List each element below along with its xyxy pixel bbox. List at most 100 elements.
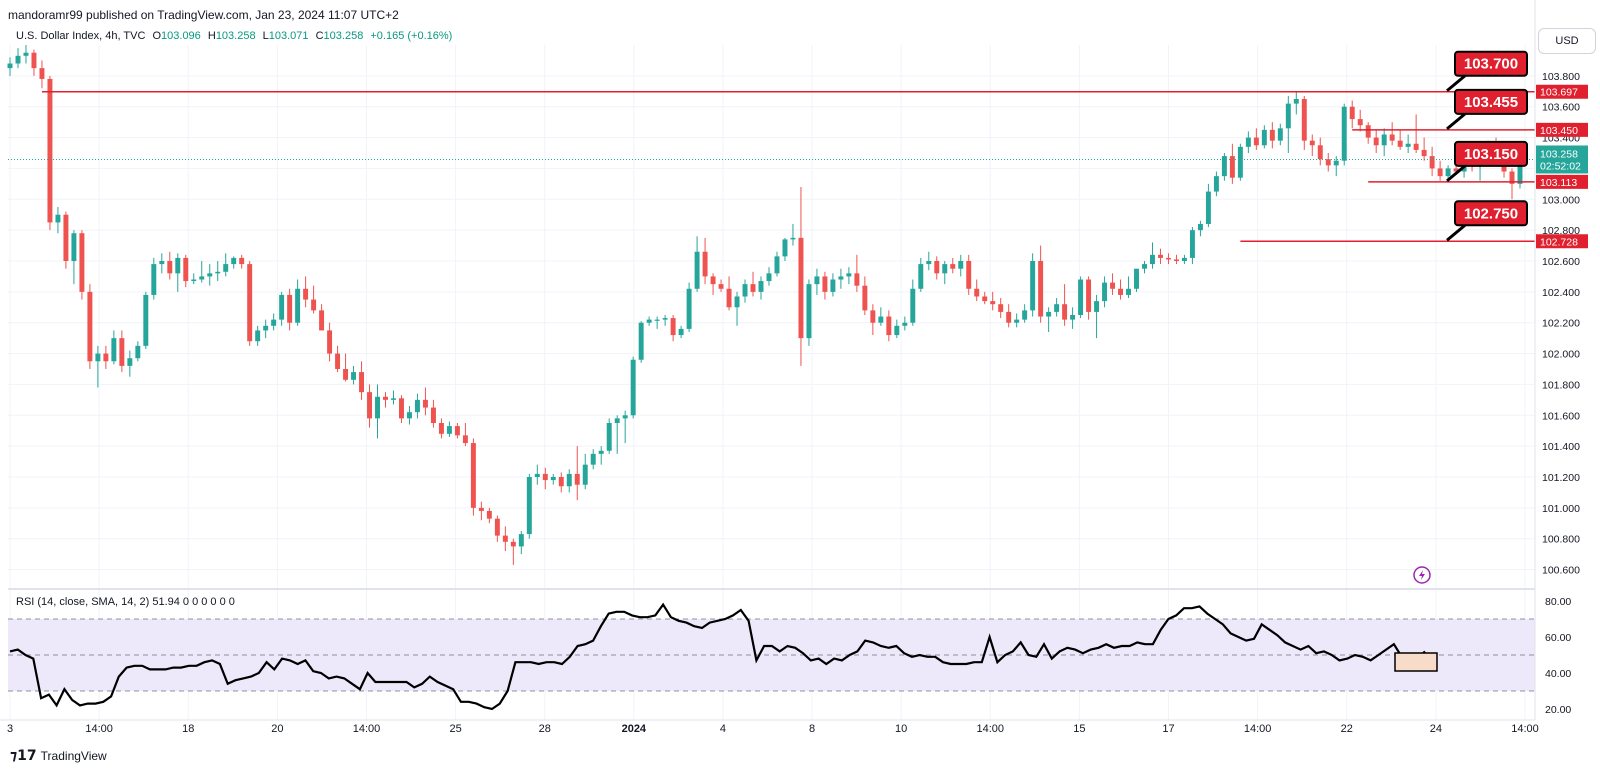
candle-body	[295, 288, 301, 323]
candle-up	[279, 291, 285, 326]
candle-up	[1213, 171, 1219, 197]
candle-body	[534, 473, 540, 477]
candle-body	[1405, 143, 1411, 147]
candle-up	[1054, 298, 1060, 317]
rsi-legend[interactable]: RSI (14, close, SMA, 14, 2) 51.94 0 0 0 …	[16, 596, 235, 608]
candle-body	[406, 412, 412, 419]
countdown-text: 02:52:02	[1540, 160, 1581, 172]
time-tick-label: 17	[1162, 723, 1174, 735]
candle-body	[1014, 319, 1020, 323]
candle-body	[319, 310, 325, 331]
level-callouts: 103.700 103.455 103.150 102.750	[1446, 50, 1528, 242]
candle-down	[1413, 114, 1419, 153]
candle-body	[1437, 168, 1443, 177]
candle-body	[974, 288, 980, 297]
candle-body	[822, 276, 828, 292]
candle-up	[534, 464, 540, 485]
candle-down	[974, 279, 980, 302]
candle-body	[830, 279, 836, 292]
candle-up	[926, 251, 932, 271]
candle-up	[1381, 128, 1387, 157]
candle-up	[566, 469, 572, 493]
candle-body	[686, 288, 692, 329]
candle-up	[590, 449, 596, 470]
candle-up	[1094, 294, 1100, 339]
candle-up	[734, 291, 740, 326]
candle-up	[694, 236, 700, 292]
candle-down	[1229, 143, 1235, 184]
candle-up	[143, 291, 149, 349]
callout-pointer	[1446, 74, 1466, 92]
candle-body	[414, 399, 420, 413]
candle-up	[790, 223, 796, 246]
candle-body	[39, 68, 45, 79]
rsi-line	[9, 602, 1426, 711]
candle-body	[446, 426, 452, 434]
candle-down	[998, 298, 1004, 319]
candle-up	[127, 350, 133, 377]
candle-up	[614, 415, 620, 454]
candle-body	[846, 273, 852, 277]
candle-body	[1205, 191, 1211, 224]
candle-down	[343, 353, 349, 382]
time-tick-label: 2024	[622, 723, 647, 735]
candle-body	[55, 214, 61, 223]
candle-body	[1134, 268, 1139, 289]
candle-body	[678, 328, 684, 336]
level-price-tag-text: 103.450	[1540, 125, 1578, 137]
candle-up	[630, 356, 636, 419]
candle-up	[766, 267, 772, 286]
candle-up	[1030, 253, 1036, 317]
grid-lines	[8, 45, 1535, 720]
candle-up	[159, 253, 165, 274]
candle-up	[1189, 227, 1195, 265]
ohlc-close-label: C	[315, 30, 324, 42]
candle-up	[1142, 261, 1147, 274]
level-price-tag	[1536, 174, 1588, 189]
candle-body	[1429, 156, 1435, 169]
candle-up	[406, 406, 412, 425]
candle-body	[1213, 176, 1219, 192]
candle-down	[311, 285, 317, 314]
candle-down	[478, 501, 484, 521]
candle-body	[223, 264, 229, 272]
symbol-name[interactable]: U.S. Dollar Index, 4h, TVC	[16, 30, 146, 42]
candle-body	[343, 369, 349, 380]
candle-down	[1357, 109, 1363, 132]
candle-body	[782, 239, 788, 257]
price-tick-label: 102.000	[1542, 349, 1580, 361]
candle-down	[79, 230, 85, 300]
candles	[7, 45, 1523, 565]
candle-body	[670, 318, 676, 336]
candle-body	[910, 288, 916, 323]
candle-up	[1102, 276, 1108, 308]
candle-body	[191, 279, 197, 282]
candle-body	[1453, 168, 1459, 172]
candle-body	[710, 276, 716, 285]
candle-up	[894, 319, 900, 339]
candle-body	[1397, 140, 1403, 147]
candle-body	[1237, 146, 1243, 178]
candle-up	[830, 273, 836, 297]
candle-body	[399, 398, 404, 419]
candle-body	[1349, 106, 1355, 120]
candle-down	[167, 251, 173, 280]
candle-up	[918, 257, 924, 292]
candle-down	[510, 538, 516, 565]
candle-body	[1189, 230, 1195, 258]
candle-body	[1293, 99, 1299, 104]
price-tick-label: 101.400	[1542, 441, 1580, 453]
candle-body	[694, 251, 700, 289]
price-tick-label: 101.200	[1542, 472, 1580, 484]
candle-body	[271, 319, 277, 326]
candle-body	[279, 294, 285, 320]
candle-down	[359, 361, 365, 400]
currency-button[interactable]: USD	[1538, 28, 1596, 54]
candle-down	[726, 276, 732, 311]
candle-up	[223, 253, 229, 277]
candle-up	[207, 264, 213, 286]
flash-icon	[1413, 566, 1431, 584]
candle-down	[822, 271, 828, 300]
time-tick-label: 22	[1341, 723, 1353, 735]
